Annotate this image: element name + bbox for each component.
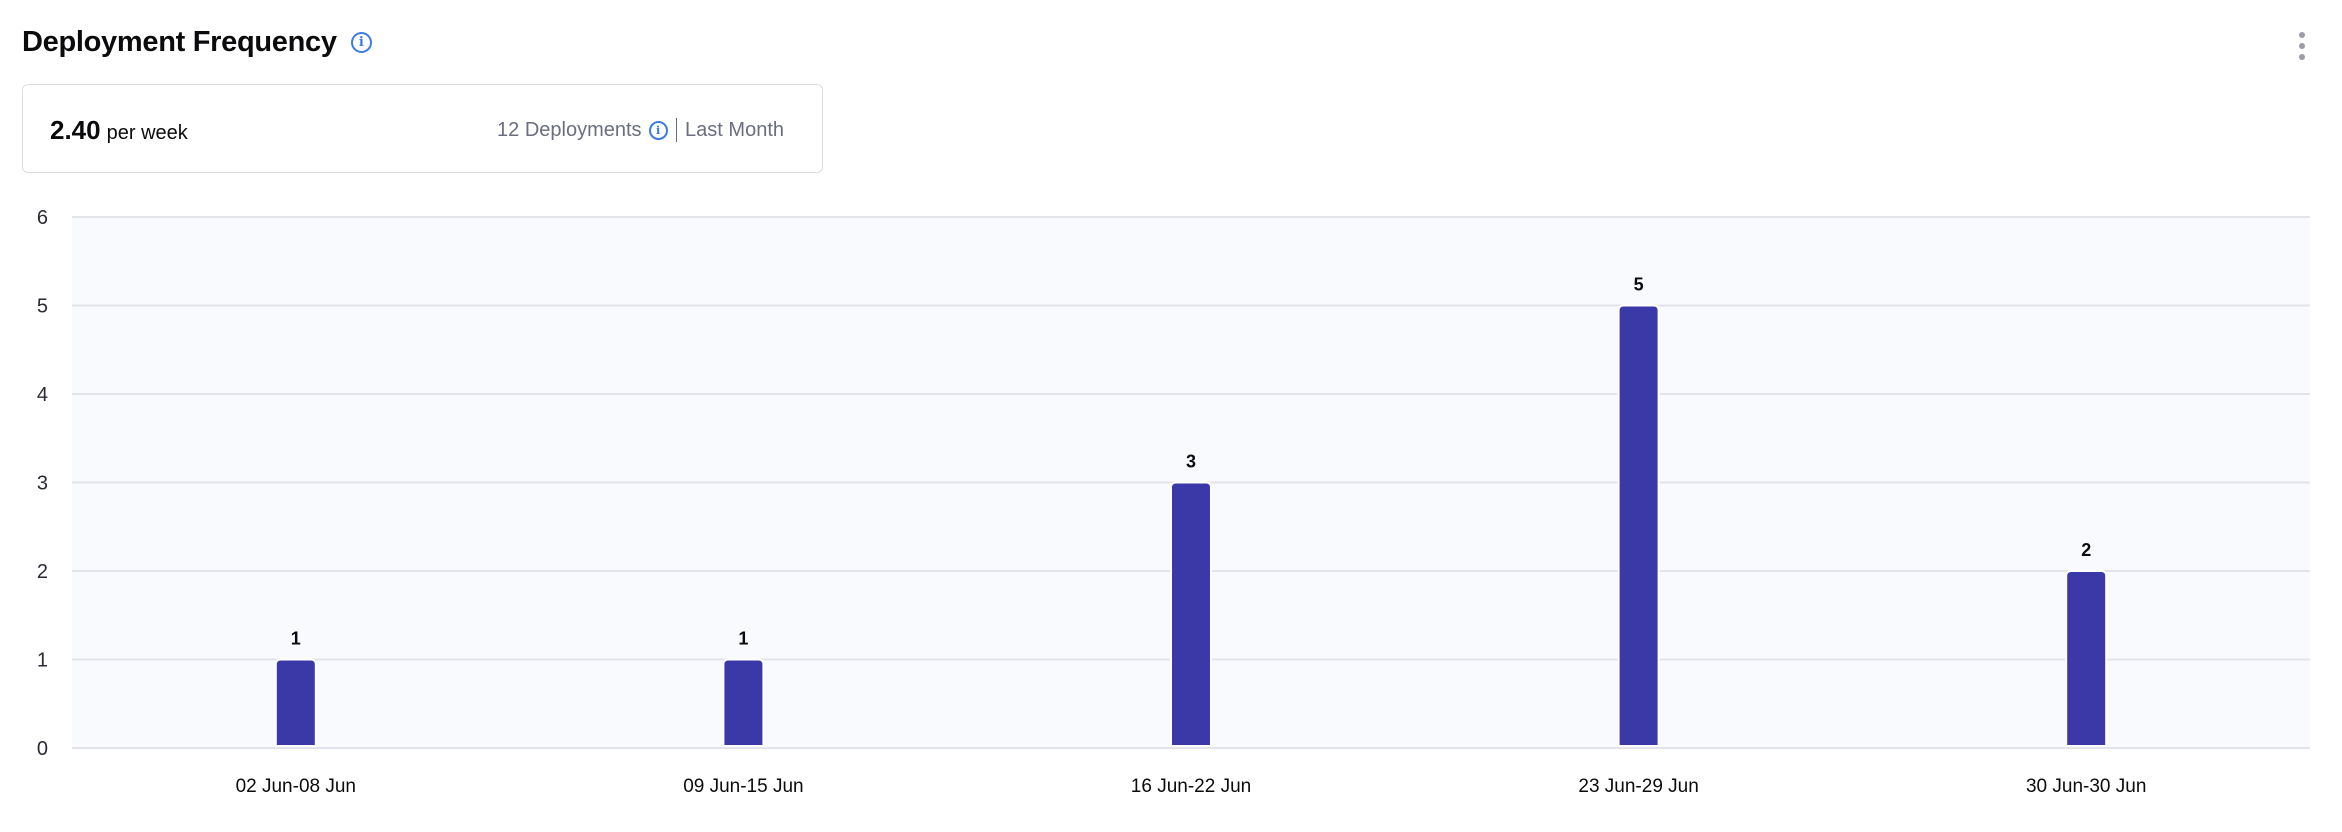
y-tick-label: 6 [37, 207, 48, 229]
y-tick-label: 3 [37, 473, 48, 495]
summary-value-wrap: 2.40 per week [50, 115, 188, 146]
page-title: Deployment Frequency [22, 26, 337, 58]
info-icon[interactable]: i [648, 120, 668, 140]
x-tick-label: 02 Jun-08 Jun [236, 776, 356, 797]
bar [1170, 481, 1212, 747]
bar [722, 658, 765, 747]
y-tick-label: 4 [37, 384, 48, 406]
data-label: 2 [2081, 540, 2091, 560]
data-label: 1 [738, 629, 748, 649]
x-tick-label: 16 Jun-22 Jun [1131, 776, 1251, 797]
y-tick-label: 1 [37, 650, 48, 672]
chart-header: Deployment Frequency i [22, 26, 372, 59]
summary-meta: 12 Deployments i Last Month [497, 118, 784, 142]
kebab-menu-icon[interactable] [2296, 32, 2308, 60]
divider [675, 118, 678, 142]
y-tick-label: 0 [37, 738, 48, 760]
summary-value: 2.40 [50, 115, 101, 145]
data-label: 1 [291, 629, 301, 649]
bar [274, 658, 317, 747]
bar [1617, 304, 1660, 747]
y-tick-label: 5 [37, 296, 48, 318]
summary-unit: per week [106, 122, 188, 144]
data-label: 3 [1186, 452, 1196, 472]
y-tick-label: 2 [37, 561, 48, 583]
bar [2065, 570, 2108, 747]
deployments-count: 12 Deployments [497, 118, 642, 141]
x-tick-label: 30 Jun-30 Jun [2026, 776, 2146, 797]
x-tick-label: 23 Jun-29 Jun [1578, 776, 1698, 797]
period-label: Last Month [685, 118, 784, 141]
info-icon[interactable]: i [350, 32, 372, 53]
x-tick-label: 09 Jun-15 Jun [683, 776, 803, 797]
summary-card: 2.40 per week 12 Deployments i Last Month [22, 84, 823, 173]
data-label: 5 [1634, 275, 1644, 295]
